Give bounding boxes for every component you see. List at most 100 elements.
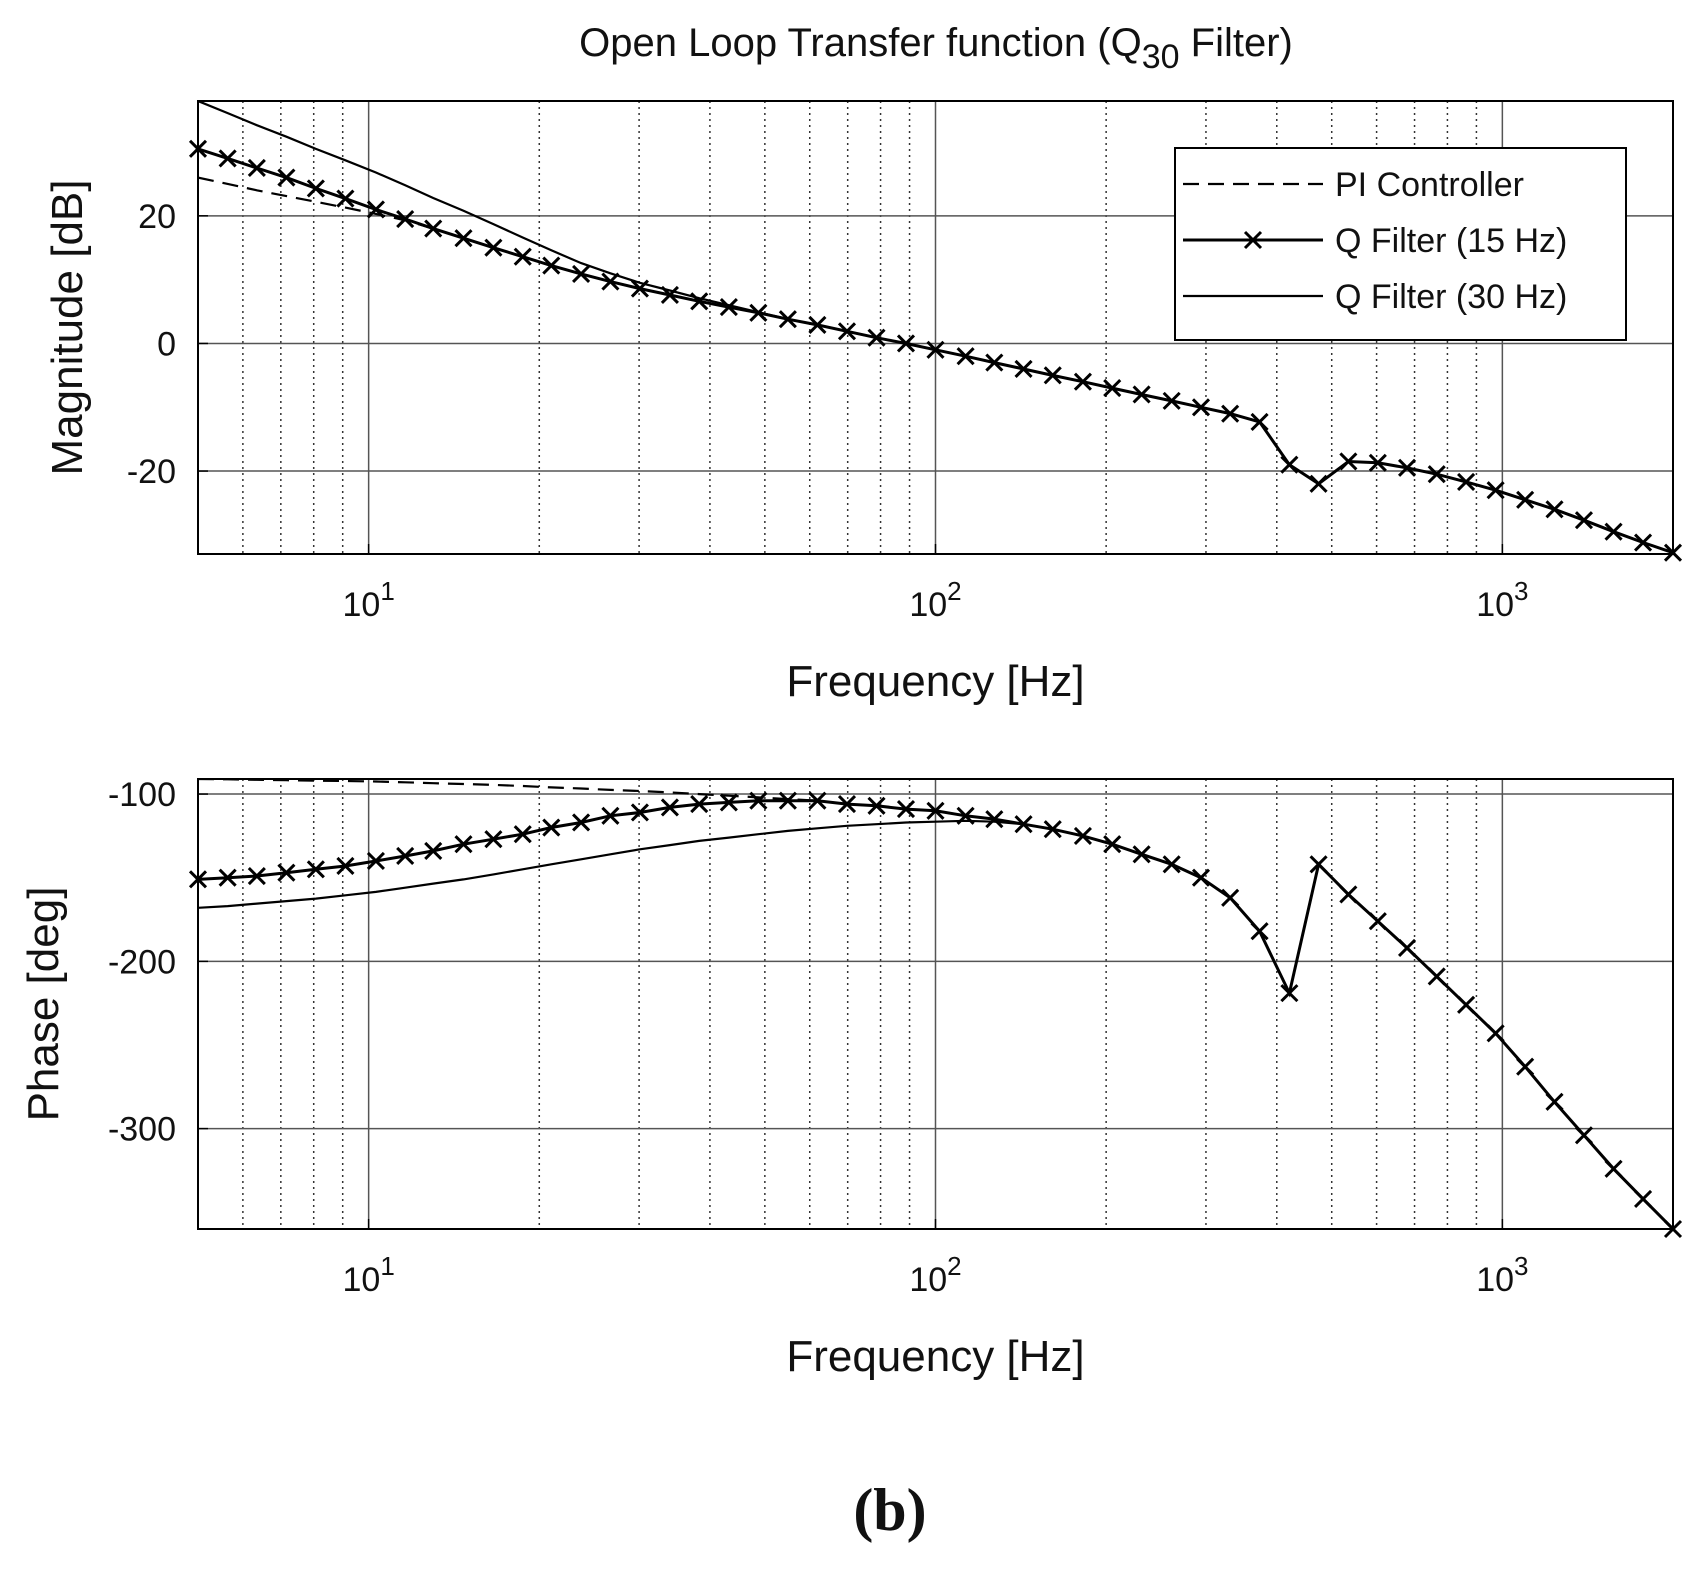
x-marker: [985, 353, 1004, 372]
x-marker: [778, 310, 797, 329]
x-marker: [1280, 455, 1299, 474]
legend-marker: [1243, 230, 1263, 250]
x-marker: [1014, 815, 1033, 834]
x-marker: [660, 285, 679, 305]
x-marker: [218, 149, 237, 168]
x-marker: [1368, 912, 1387, 931]
x-marker: [1604, 1159, 1623, 1178]
y-tick-label: -20: [127, 453, 176, 491]
x-tick-label: 102: [909, 576, 961, 624]
x-marker: [660, 798, 679, 817]
x-marker: [1073, 372, 1092, 391]
x-marker: [572, 264, 591, 283]
x-marker: [1633, 1189, 1653, 1208]
x-tick-base: 10: [342, 1261, 380, 1299]
x-marker: [247, 866, 266, 886]
axes-frame: [197, 778, 1674, 1230]
x-marker: [1191, 398, 1211, 417]
x-marker: [808, 315, 827, 335]
x-marker: [926, 340, 945, 359]
x-marker: [630, 803, 649, 822]
x-tick-exponent: 1: [380, 576, 394, 606]
x-tick-exponent: 1: [380, 1251, 394, 1281]
legend-label: Q Filter (30 Hz): [1335, 278, 1567, 316]
x-marker: [1486, 481, 1505, 500]
x-marker: [719, 793, 738, 812]
x-marker: [601, 272, 620, 291]
x-marker: [277, 168, 296, 187]
x-marker: [572, 813, 591, 832]
x-marker: [749, 303, 768, 322]
x-marker: [1309, 474, 1328, 493]
x-marker: [1545, 500, 1564, 519]
title-subscript: 30: [1142, 38, 1180, 76]
x-marker: [1457, 472, 1476, 491]
caption: (b): [853, 1477, 926, 1543]
x-marker: [277, 863, 296, 882]
x-marker: [396, 846, 415, 866]
x-marker: [896, 800, 916, 819]
x-marker: [1339, 885, 1358, 904]
x-marker: [1132, 385, 1151, 404]
x-marker: [1397, 458, 1417, 477]
x-tick-label: 101: [342, 1251, 394, 1299]
x-marker: [1427, 967, 1446, 986]
title-text: Open Loop Transfer function (Q: [579, 21, 1142, 65]
x-tick-exponent: 3: [1514, 1251, 1528, 1281]
x-marker: [1103, 835, 1122, 854]
x-marker: [1221, 404, 1240, 423]
x-marker: [1545, 1092, 1564, 1111]
x-tick-label: 102: [909, 1251, 961, 1299]
x-marker: [630, 279, 649, 298]
x-marker: [513, 247, 532, 266]
x-marker: [1280, 984, 1299, 1003]
x-tick-exponent: 2: [947, 576, 961, 606]
x-marker: [1457, 995, 1476, 1014]
x-tick-base: 10: [909, 586, 947, 624]
x-tick-exponent: 2: [947, 1251, 961, 1281]
x-marker: [1516, 1057, 1535, 1076]
x-tick-base: 10: [1476, 586, 1514, 624]
x-marker: [837, 322, 857, 341]
x-marker: [601, 806, 620, 825]
x-marker: [1427, 465, 1446, 484]
x-marker: [366, 200, 385, 219]
x-marker: [1043, 820, 1062, 839]
x-marker: [454, 835, 473, 854]
x-marker: [1162, 855, 1181, 874]
axes-frame: [197, 100, 1674, 555]
y-axis-label: Phase [deg]: [19, 887, 68, 1122]
y-tick-label: -300: [108, 1111, 176, 1149]
x-marker: [1486, 1024, 1505, 1043]
x-marker: [1397, 938, 1417, 958]
x-marker: [690, 292, 709, 311]
x-marker: [306, 860, 325, 879]
x-marker: [956, 347, 975, 366]
x-marker: [366, 851, 385, 871]
x-marker: [484, 830, 503, 849]
x-axis-label: Frequency [Hz]: [786, 1332, 1084, 1381]
x-marker: [336, 856, 355, 876]
x-marker: [778, 791, 797, 810]
x-marker: [1043, 366, 1062, 385]
x-marker: [837, 795, 857, 814]
x-marker: [1250, 412, 1269, 431]
y-tick-label: -100: [108, 776, 176, 814]
title-text: Filter): [1180, 21, 1293, 65]
legend-label: Q Filter (15 Hz): [1335, 222, 1567, 260]
x-marker: [1162, 391, 1181, 410]
x-marker: [1633, 533, 1653, 552]
x-marker: [542, 256, 561, 275]
x-marker: [1073, 826, 1092, 845]
chart-title: Open Loop Transfer function (Q30 Filter): [579, 21, 1293, 76]
x-marker: [867, 328, 886, 347]
x-marker: [484, 238, 503, 257]
x-marker: [1014, 359, 1033, 379]
y-axis-label: Magnitude [dB]: [43, 180, 92, 476]
x-tick-base: 10: [1476, 1261, 1514, 1299]
x-marker: [306, 179, 325, 198]
y-tick-label: 20: [138, 198, 176, 236]
x-marker: [1132, 845, 1151, 864]
x-tick-label: 103: [1476, 576, 1528, 624]
